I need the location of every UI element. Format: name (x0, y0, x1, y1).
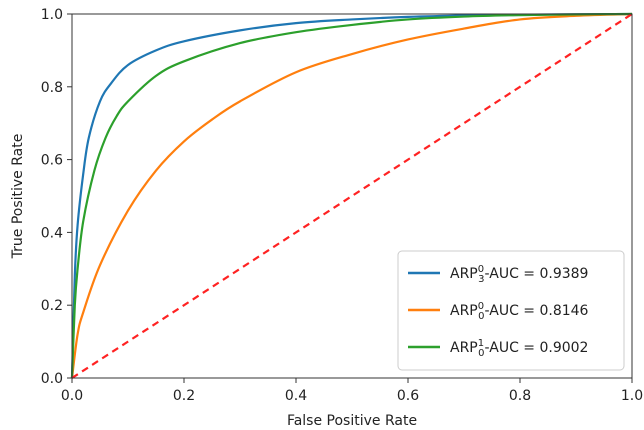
legend-box (397, 250, 625, 371)
plot-area (70, 12, 633, 379)
y-tick-label: 1.0 (41, 7, 63, 23)
x-tick-label: 0.8 (509, 388, 531, 404)
x-tick-label: 1.0 (621, 388, 643, 404)
y-tick-label: 0.0 (41, 371, 63, 387)
axes-frame (71, 13, 633, 379)
x-tick-label: 0.6 (397, 388, 419, 404)
roc-line-series-3 (70, 12, 633, 379)
diagonal-reference-line (71, 13, 633, 379)
legend-entry-label: ARP1 0-AUC = 0.9002 (450, 338, 588, 359)
y-tick-label: 0.4 (41, 225, 63, 241)
x-tick-label: 0.4 (285, 388, 307, 404)
x-tick-label: 0.2 (173, 388, 195, 404)
x-tick-label: 0.0 (61, 388, 83, 404)
axes: 0.0 0.2 0.4 0.6 0.8 1.0 0.0 0.2 0.4 0.6 0.8 1.0 Fals… (10, 7, 643, 429)
y-axis-title: True Positive Rate (10, 134, 26, 260)
legend-entry-label: ARP0 3-AUC = 0.9389 (450, 264, 588, 285)
legend: ARP0 3-AUC = 0.9389 ARP0 0-AUC = 0.8146 ARP1… (397, 250, 625, 371)
y-tick-label: 0.6 (41, 153, 63, 169)
roc-line-series-2 (70, 12, 633, 379)
legend-entry-label: ARP0 0-AUC = 0.8146 (450, 301, 589, 322)
y-tick-label: 0.2 (41, 298, 63, 314)
x-axis-title: False Positive Rate (287, 413, 417, 429)
y-tick-label: 0.8 (41, 80, 63, 96)
